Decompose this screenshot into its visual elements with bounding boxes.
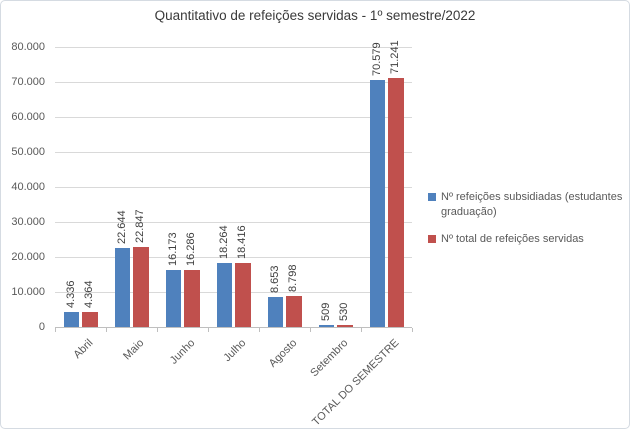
bar-total-4 bbox=[286, 296, 302, 327]
data-label: 16.173 bbox=[166, 232, 179, 267]
bar-subsidiadas-0 bbox=[63, 311, 79, 327]
gridline bbox=[55, 257, 412, 258]
y-axis-tick-label: 80.000 bbox=[11, 41, 45, 53]
data-label: 8.653 bbox=[268, 265, 281, 293]
bar-subsidiadas-5 bbox=[318, 325, 334, 327]
legend-entry-subsidiadas: Nº refeições subsidiadas (estudantes gra… bbox=[428, 190, 628, 220]
data-label: 22.644 bbox=[115, 210, 128, 244]
gridline bbox=[55, 117, 412, 118]
x-axis-category-label: Agosto bbox=[266, 337, 299, 370]
gridline bbox=[55, 152, 412, 153]
bar-subsidiadas-2 bbox=[165, 270, 181, 327]
x-axis-tick bbox=[55, 328, 56, 332]
gridline bbox=[55, 47, 412, 48]
data-label: 509 bbox=[319, 302, 332, 322]
bar-total-1 bbox=[133, 247, 149, 327]
y-axis-tick-label: 50.000 bbox=[11, 146, 45, 158]
legend-swatch-blue-icon bbox=[428, 193, 436, 201]
y-axis-tick-label: 0 bbox=[38, 321, 45, 333]
x-axis-line bbox=[55, 327, 412, 328]
data-label: 4.364 bbox=[83, 280, 96, 308]
x-axis-tick bbox=[412, 328, 413, 332]
bar-subsidiadas-6 bbox=[369, 79, 385, 327]
x-axis-category-label: Maio bbox=[120, 337, 146, 363]
bar-total-3 bbox=[235, 262, 251, 327]
x-axis-tick bbox=[310, 328, 311, 332]
x-axis-category-label: Junho bbox=[167, 337, 197, 367]
y-axis-tick-label: 30.000 bbox=[11, 216, 45, 228]
legend-label-subsidiadas: Nº refeições subsidiadas (estudantes gra… bbox=[441, 191, 623, 218]
bar-total-6 bbox=[388, 77, 404, 327]
chart-title: Quantitativo de refeições servidas - 1º … bbox=[154, 8, 476, 23]
x-axis-category-label: Abril bbox=[70, 337, 95, 362]
x-axis-tick bbox=[361, 328, 362, 332]
x-axis-tick bbox=[208, 328, 209, 332]
gridline bbox=[55, 292, 412, 293]
y-axis-tick-label: 40.000 bbox=[11, 181, 45, 193]
bar-total-0 bbox=[82, 311, 98, 327]
y-axis-tick-label: 70.000 bbox=[11, 76, 45, 88]
gridline bbox=[55, 82, 412, 83]
data-label: 22.847 bbox=[134, 209, 147, 244]
bar-total-2 bbox=[184, 269, 200, 327]
data-label: 71.241 bbox=[389, 40, 402, 74]
x-axis-category-label: Setembro bbox=[307, 337, 350, 380]
x-axis-category-label: TOTAL DO SEMESTRE bbox=[309, 337, 401, 429]
data-label: 16.286 bbox=[185, 232, 198, 266]
data-label: 4.336 bbox=[64, 280, 77, 308]
y-axis-tick-label: 20.000 bbox=[11, 251, 45, 263]
data-label: 18.416 bbox=[236, 224, 249, 259]
bar-subsidiadas-4 bbox=[267, 296, 283, 327]
x-axis-tick bbox=[157, 328, 158, 332]
data-label: 8.798 bbox=[287, 264, 300, 293]
gridline bbox=[55, 187, 412, 188]
legend-entry-total: Nº total de refeições servidas bbox=[428, 232, 628, 247]
bar-total-5 bbox=[337, 325, 353, 327]
y-axis-tick-label: 10.000 bbox=[11, 286, 45, 298]
legend: Nº refeições subsidiadas (estudantes gra… bbox=[428, 190, 628, 247]
legend-swatch-red-icon bbox=[428, 235, 436, 243]
x-axis-category-label: Julho bbox=[220, 337, 248, 365]
x-axis-tick bbox=[259, 328, 260, 332]
gridline bbox=[55, 222, 412, 223]
legend-label-total: Nº total de refeições servidas bbox=[441, 233, 584, 245]
x-axis-tick bbox=[106, 328, 107, 332]
bar-subsidiadas-3 bbox=[216, 263, 232, 327]
bar-subsidiadas-1 bbox=[114, 247, 130, 327]
data-label: 530 bbox=[338, 302, 351, 322]
data-label: 70.579 bbox=[370, 42, 383, 76]
data-label: 18.264 bbox=[217, 225, 230, 260]
y-axis-tick-label: 60.000 bbox=[11, 111, 45, 123]
